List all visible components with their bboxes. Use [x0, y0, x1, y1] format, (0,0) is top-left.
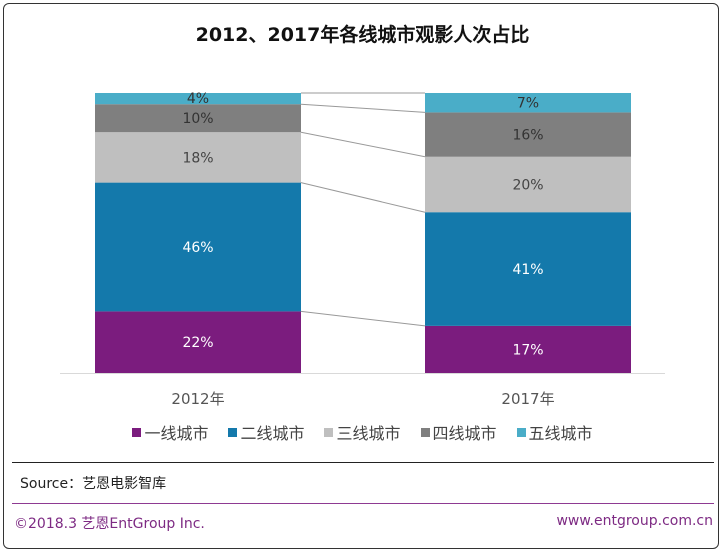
legend-item: 三线城市	[324, 420, 401, 444]
legend-swatch	[516, 427, 526, 437]
data-label: 20%	[512, 177, 543, 193]
data-label: 10%	[182, 111, 213, 127]
data-label: 18%	[182, 150, 213, 166]
legend: 一线城市 二线城市 三线城市 四线城市 五线城市	[0, 420, 725, 444]
bar-segment	[425, 212, 631, 326]
copyright: ©2018.3 艺恩EntGroup Inc.	[14, 516, 205, 532]
series-connector-line	[300, 103, 426, 113]
x-tick-label: 2017年	[501, 390, 554, 408]
legend-label: 一线城市	[144, 424, 209, 443]
x-tick-label: 2012年	[171, 390, 224, 408]
bar-segment	[425, 93, 631, 113]
legend-swatch	[420, 427, 430, 437]
legend-label: 二线城市	[240, 424, 305, 443]
bar-segment	[95, 93, 301, 105]
legend-label: 四线城市	[432, 424, 497, 443]
series-connector-line	[300, 182, 426, 213]
divider	[12, 462, 714, 463]
chart-frame	[3, 3, 719, 549]
bar-segment	[95, 182, 301, 312]
legend-label: 五线城市	[528, 424, 593, 443]
series-connector-line	[300, 310, 426, 327]
data-label: 7%	[517, 96, 539, 112]
source-note: Source：艺恩电影智库	[20, 476, 167, 492]
stacked-bar-chart: 22% 46% 18% 10% 4% 2012年 17% 41% 20% 16% 7% 2017年	[60, 91, 665, 408]
footer-divider	[12, 503, 714, 504]
data-label: 46%	[182, 240, 213, 256]
data-label: 17%	[512, 342, 543, 358]
bar-segment	[95, 132, 301, 183]
data-label: 22%	[182, 335, 213, 351]
series-connector-line	[300, 131, 426, 158]
data-label: 4%	[187, 91, 209, 107]
legend-swatch	[324, 427, 334, 437]
legend-label: 三线城市	[336, 424, 401, 443]
data-label: 41%	[512, 262, 543, 278]
website-link[interactable]: www.entgroup.com.cn	[556, 513, 713, 529]
legend-swatch	[228, 427, 238, 437]
legend-swatch	[132, 427, 142, 437]
bar-segment	[425, 156, 631, 213]
bar-segment	[425, 112, 631, 157]
legend-item: 一线城市	[132, 420, 208, 444]
data-label: 16%	[512, 128, 543, 144]
legend-item: 四线城市	[420, 420, 497, 444]
legend-item: 二线城市	[228, 420, 304, 444]
bar-segment	[95, 104, 301, 133]
chart-title: 2012、2017年各线城市观影人次占比	[195, 24, 530, 46]
bar-segment	[425, 325, 631, 373]
bar-segment	[95, 311, 301, 373]
legend-item: 五线城市	[516, 420, 593, 444]
